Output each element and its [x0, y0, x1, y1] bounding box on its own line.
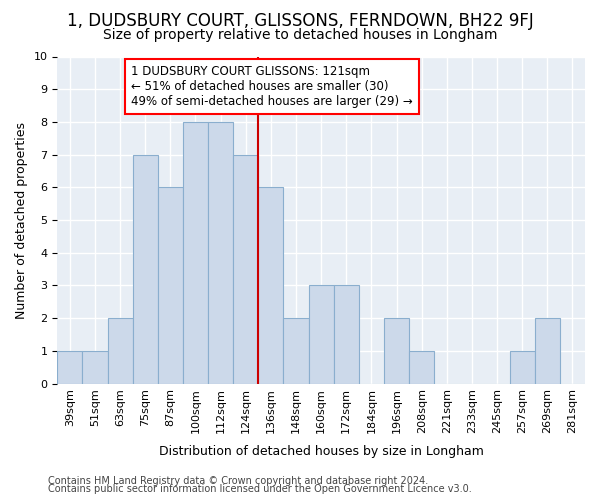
- Bar: [509, 351, 535, 384]
- Bar: [57, 351, 82, 384]
- Bar: [82, 351, 107, 384]
- X-axis label: Distribution of detached houses by size in Longham: Distribution of detached houses by size …: [159, 444, 484, 458]
- Bar: [535, 318, 560, 384]
- Text: Contains HM Land Registry data © Crown copyright and database right 2024.: Contains HM Land Registry data © Crown c…: [48, 476, 428, 486]
- Bar: [208, 122, 233, 384]
- Bar: [283, 318, 308, 384]
- Bar: [133, 154, 158, 384]
- Bar: [334, 286, 359, 384]
- Y-axis label: Number of detached properties: Number of detached properties: [15, 122, 28, 318]
- Text: Contains public sector information licensed under the Open Government Licence v3: Contains public sector information licen…: [48, 484, 472, 494]
- Bar: [308, 286, 334, 384]
- Bar: [384, 318, 409, 384]
- Bar: [259, 188, 283, 384]
- Text: Size of property relative to detached houses in Longham: Size of property relative to detached ho…: [103, 28, 497, 42]
- Bar: [158, 188, 183, 384]
- Bar: [409, 351, 434, 384]
- Bar: [107, 318, 133, 384]
- Bar: [233, 154, 259, 384]
- Text: 1, DUDSBURY COURT, GLISSONS, FERNDOWN, BH22 9FJ: 1, DUDSBURY COURT, GLISSONS, FERNDOWN, B…: [67, 12, 533, 30]
- Text: 1 DUDSBURY COURT GLISSONS: 121sqm
← 51% of detached houses are smaller (30)
49% : 1 DUDSBURY COURT GLISSONS: 121sqm ← 51% …: [131, 64, 413, 108]
- Bar: [183, 122, 208, 384]
